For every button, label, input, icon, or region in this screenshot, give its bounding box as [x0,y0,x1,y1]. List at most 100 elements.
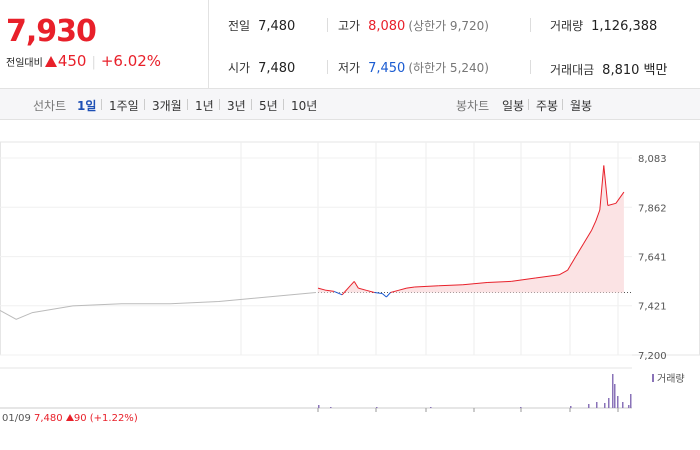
up-area-fill [318,165,624,293]
divider [251,99,252,110]
tab-5year[interactable]: 5년 [259,99,278,113]
price-segment [341,285,351,296]
divider: | [91,55,96,70]
price-segment [607,202,617,206]
divider [144,99,145,110]
volume-bar [520,407,522,408]
volume-bar [596,402,598,408]
volume-bar [612,374,614,408]
tab-3month[interactable]: 3개월 [152,99,182,113]
price-segment [414,285,439,288]
price-segment [511,277,536,282]
price-segment [386,292,391,298]
y-tick-label: 7,641 [638,253,667,264]
volume-bar [622,402,624,408]
x-axis-labels: 01/0901/1010:0011:0012:0013:0014:0015:00 [317,408,619,412]
summary-change: 90 [73,413,87,424]
price-segment [374,292,383,295]
volume-bar [630,394,632,408]
up-triangle-icon [44,56,57,67]
upper-limit: (상한가 9,720) [408,19,489,33]
prev-day-summary: 01/09 7,480 90 (+1.22%) [2,413,138,424]
price-segment [559,269,568,276]
volume-item: 거래량 1,126,388 [550,17,657,34]
tab-weekly-candle[interactable]: 주봉 [536,99,559,113]
chart-grid [0,141,700,356]
divider [101,99,102,110]
price-segment [349,281,355,287]
price-segment [535,274,560,279]
open-value: 7,480 [258,61,296,76]
low-item: 저가 7,450 (하한가 5,240) [338,59,489,76]
tab-1day[interactable]: 1일 [77,99,97,113]
amount-value: 8,810 백만 [602,63,668,78]
price-segment [390,289,399,293]
tab-monthly-candle[interactable]: 월봉 [570,99,593,113]
current-price: 7,930 [6,14,97,49]
tab-1week[interactable]: 1주일 [109,99,139,113]
today-series [317,165,625,298]
y-tick-label: 7,200 [638,351,667,362]
open-item: 시가 7,480 [228,59,295,76]
amount-item: 거래대금 8,810 백만 [550,59,667,78]
price-segment [398,287,407,291]
volume-bar [318,405,320,408]
price-segment [382,293,387,298]
volume-bar [604,403,606,408]
volume-bar [588,404,590,408]
open-label: 시가 [228,61,251,75]
tab-1year[interactable]: 1년 [195,99,214,113]
price-segment [366,289,375,293]
price-segment [487,280,512,283]
volume-label: 거래량 [550,19,584,33]
volume-bar [628,405,630,408]
divider [219,99,220,110]
tab-3year[interactable]: 3년 [227,99,246,113]
summary-date: 01/09 [2,413,31,424]
price-segment [567,256,577,271]
tab-daily-candle[interactable]: 일봉 [502,99,525,113]
price-segment [438,284,463,287]
candle-chart-label: 봉차트 [456,99,490,113]
divider [283,99,284,110]
price-segment [317,287,327,291]
prev-close-label: 전일 [228,19,251,33]
volume-bar [614,384,616,408]
y-tick-label: 7,421 [638,302,667,313]
divider [530,18,531,32]
price-segment [406,286,415,289]
price-segment [603,165,609,206]
change-amount: 450 [57,52,87,70]
price-segment [599,165,605,211]
tab-10year[interactable]: 10년 [291,99,318,113]
divider [530,60,531,74]
price-box: 7,930 전일대비 450 | +6.02% [0,0,209,88]
up-triangle-icon [65,414,74,421]
price-segment [326,289,335,292]
quote-header: 7,930 전일대비 450 | +6.02% 전일 7,480 시가 7,480 고가 8… [0,0,700,89]
price-segment [358,287,367,291]
summary-close: 7,480 [34,413,63,424]
prev-day-label: 전일대비 [6,58,43,69]
price-segment [575,243,585,258]
amount-label: 거래대금 [550,63,595,77]
low-value: 7,450 [368,61,406,76]
volume-bar [570,406,572,408]
volume-value: 1,126,388 [591,19,658,34]
volume-legend-swatch [652,374,654,382]
price-segment [591,220,597,231]
divider [528,99,529,110]
prev-day-line [0,292,317,320]
volume-bar [430,407,432,408]
prev-day-series [0,292,317,320]
price-segment [333,290,343,296]
volume-legend: 거래량 [652,373,685,385]
low-label: 저가 [338,61,361,75]
price-segment [583,229,593,244]
volume-bar [617,396,619,408]
high-item: 고가 8,080 (상한가 9,720) [338,17,489,34]
price-segment [462,282,488,286]
divider [327,60,328,74]
volume-bars [0,367,632,409]
prev-close-value: 7,480 [258,19,296,34]
